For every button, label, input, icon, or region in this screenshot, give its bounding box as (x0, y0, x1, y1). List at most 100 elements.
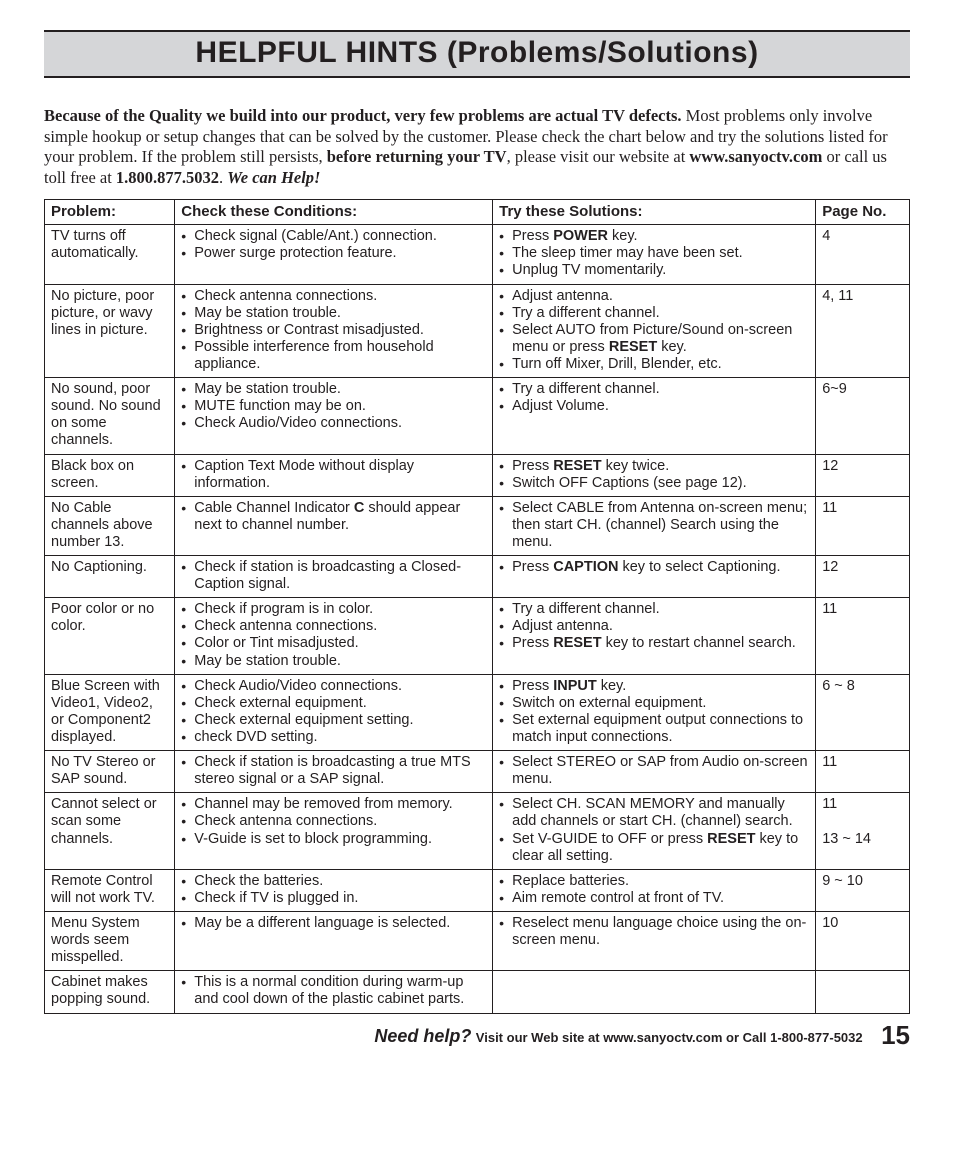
list-item: Check antenna connections. (194, 618, 486, 635)
list-item: Cable Channel Indicator C should appear … (194, 500, 486, 534)
page-title: HELPFUL HINTS (Problems/Solutions) (44, 36, 910, 70)
table-row: Remote Control will not work TV.Check th… (45, 869, 910, 911)
cell-problem: Remote Control will not work TV. (45, 869, 175, 911)
list-item: Set external equipment output connection… (512, 712, 809, 746)
intro-phone: 1.800.877.5032 (116, 168, 219, 187)
cell-problem: No Cable channels above number 13. (45, 496, 175, 555)
cell-problem: No picture, poor picture, or wavy lines … (45, 284, 175, 378)
list-item: Check external equipment. (194, 695, 486, 712)
list-item: Check Audio/Video connections. (194, 678, 486, 695)
cell-check: Channel may be removed from memory.Check… (175, 793, 493, 869)
list-item: Press RESET key twice. (512, 458, 809, 475)
cell-check: Check Audio/Video connections.Check exte… (175, 674, 493, 750)
table-row: Poor color or no color. Check if program … (45, 598, 910, 674)
cell-page (816, 971, 910, 1013)
list-item: Unplug TV momentarily. (512, 262, 809, 279)
cell-problem: No sound, poor sound. No sound on some c… (45, 378, 175, 454)
list-item: Aim remote control at front of TV. (512, 890, 809, 907)
list-item: May be a different language is selected. (194, 915, 486, 932)
table-row: Black box on screen. Caption Text Mode wi… (45, 454, 910, 496)
cell-solution: Adjust antenna.Try a different channel.S… (493, 284, 816, 378)
cell-solution: Press INPUT key.Switch on external equip… (493, 674, 816, 750)
intro-tail: We can Help! (227, 168, 320, 187)
cell-solution: Select STEREO or SAP from Audio on-scree… (493, 751, 816, 793)
cell-solution: Press RESET key twice.Switch OFF Caption… (493, 454, 816, 496)
list-item: Check signal (Cable/Ant.) connection. (194, 228, 486, 245)
cell-check: Caption Text Mode without display inform… (175, 454, 493, 496)
list-item: MUTE function may be on. (194, 398, 486, 415)
footer-visit: Visit our Web site at (476, 1030, 603, 1045)
list-item: Adjust Volume. (512, 398, 809, 415)
cell-solution: Press CAPTION key to select Captioning. (493, 556, 816, 598)
cell-problem: Menu System words seem misspelled. (45, 912, 175, 971)
list-item: Switch on external equipment. (512, 695, 809, 712)
cell-page: 6~9 (816, 378, 910, 454)
cell-check: May be station trouble.MUTE function may… (175, 378, 493, 454)
cell-page: 4 (816, 225, 910, 284)
page-number: 15 (881, 1020, 910, 1050)
list-item: Press POWER key. (512, 228, 809, 245)
cell-check: Check signal (Cable/Ant.) connection.Pow… (175, 225, 493, 284)
cell-problem: Poor color or no color. (45, 598, 175, 674)
list-item: Select CABLE from Antenna on-screen menu… (512, 500, 809, 551)
header-check: Check these Conditions: (175, 199, 493, 225)
list-item: Check antenna connections. (194, 288, 486, 305)
list-item: Brightness or Contrast misadjusted. (194, 322, 486, 339)
list-item: The sleep timer may have been set. (512, 245, 809, 262)
cell-page: 12 (816, 454, 910, 496)
footer-url: www.sanyoctv.com (603, 1030, 726, 1045)
list-item: Press INPUT key. (512, 678, 809, 695)
table-row: Blue Screen with Video1, Video2, or Comp… (45, 674, 910, 750)
cell-check: Check the batteries.Check if TV is plugg… (175, 869, 493, 911)
table-row: No Captioning.Check if station is broadc… (45, 556, 910, 598)
cell-page: 9 ~ 10 (816, 869, 910, 911)
cell-problem: TV turns off automatically. (45, 225, 175, 284)
list-item: Check if station is broadcasting a true … (194, 754, 486, 788)
cell-page: 12 (816, 556, 910, 598)
list-item: This is a normal condition during warm-u… (194, 974, 486, 1008)
cell-solution: Press POWER key.The sleep timer may have… (493, 225, 816, 284)
list-item: Check if TV is plugged in. (194, 890, 486, 907)
cell-problem: No Captioning. (45, 556, 175, 598)
title-bar: HELPFUL HINTS (Problems/Solutions) (44, 30, 910, 78)
header-solution: Try these Solutions: (493, 199, 816, 225)
cell-problem: Black box on screen. (45, 454, 175, 496)
cell-page: 11 (816, 496, 910, 555)
header-problem: Problem: (45, 199, 175, 225)
table-row: TV turns off automatically.Check signal … (45, 225, 910, 284)
intro-url: www.sanyoctv.com (689, 147, 822, 166)
list-item: Switch OFF Captions (see page 12). (512, 475, 809, 492)
list-item: Possible interference from household app… (194, 339, 486, 373)
list-item: May be station trouble. (194, 653, 486, 670)
list-item: Check if program is in color. (194, 601, 486, 618)
header-page: Page No. (816, 199, 910, 225)
list-item: Turn off Mixer, Drill, Blender, etc. (512, 356, 809, 373)
table-row: Menu System words seem misspelled. May be… (45, 912, 910, 971)
list-item: May be station trouble. (194, 381, 486, 398)
cell-check: Cable Channel Indicator C should appear … (175, 496, 493, 555)
list-item: Channel may be removed from memory. (194, 796, 486, 813)
hints-table: Problem: Check these Conditions: Try the… (44, 199, 910, 1014)
cell-page: 10 (816, 912, 910, 971)
footer-phone: 1-800-877-5032 (770, 1030, 863, 1045)
cell-problem: Cannot select or scan some channels. (45, 793, 175, 869)
intro-lead: Because of the Quality we build into our… (44, 106, 682, 125)
list-item: Caption Text Mode without display inform… (194, 458, 486, 492)
cell-page: 4, 11 (816, 284, 910, 378)
list-item: Check the batteries. (194, 873, 486, 890)
list-item: Adjust antenna. (512, 288, 809, 305)
list-item: Select CH. SCAN MEMORY and manually add … (512, 796, 809, 830)
list-item: Press RESET key to restart channel searc… (512, 635, 809, 652)
cell-problem: Cabinet makes popping sound. (45, 971, 175, 1013)
list-item: Press CAPTION key to select Captioning. (512, 559, 809, 576)
list-item: Set V-GUIDE to OFF or press RESET key to… (512, 831, 809, 865)
list-item: Reselect menu language choice using the … (512, 915, 809, 949)
table-row: No Cable channels above number 13. Cable … (45, 496, 910, 555)
list-item: Select STEREO or SAP from Audio on-scree… (512, 754, 809, 788)
table-row: No TV Stereo or SAP sound.Check if stati… (45, 751, 910, 793)
cell-page: 6 ~ 8 (816, 674, 910, 750)
list-item: Adjust antenna. (512, 618, 809, 635)
list-item: Check antenna connections. (194, 813, 486, 830)
cell-page: 11 (816, 598, 910, 674)
list-item: Color or Tint misadjusted. (194, 635, 486, 652)
